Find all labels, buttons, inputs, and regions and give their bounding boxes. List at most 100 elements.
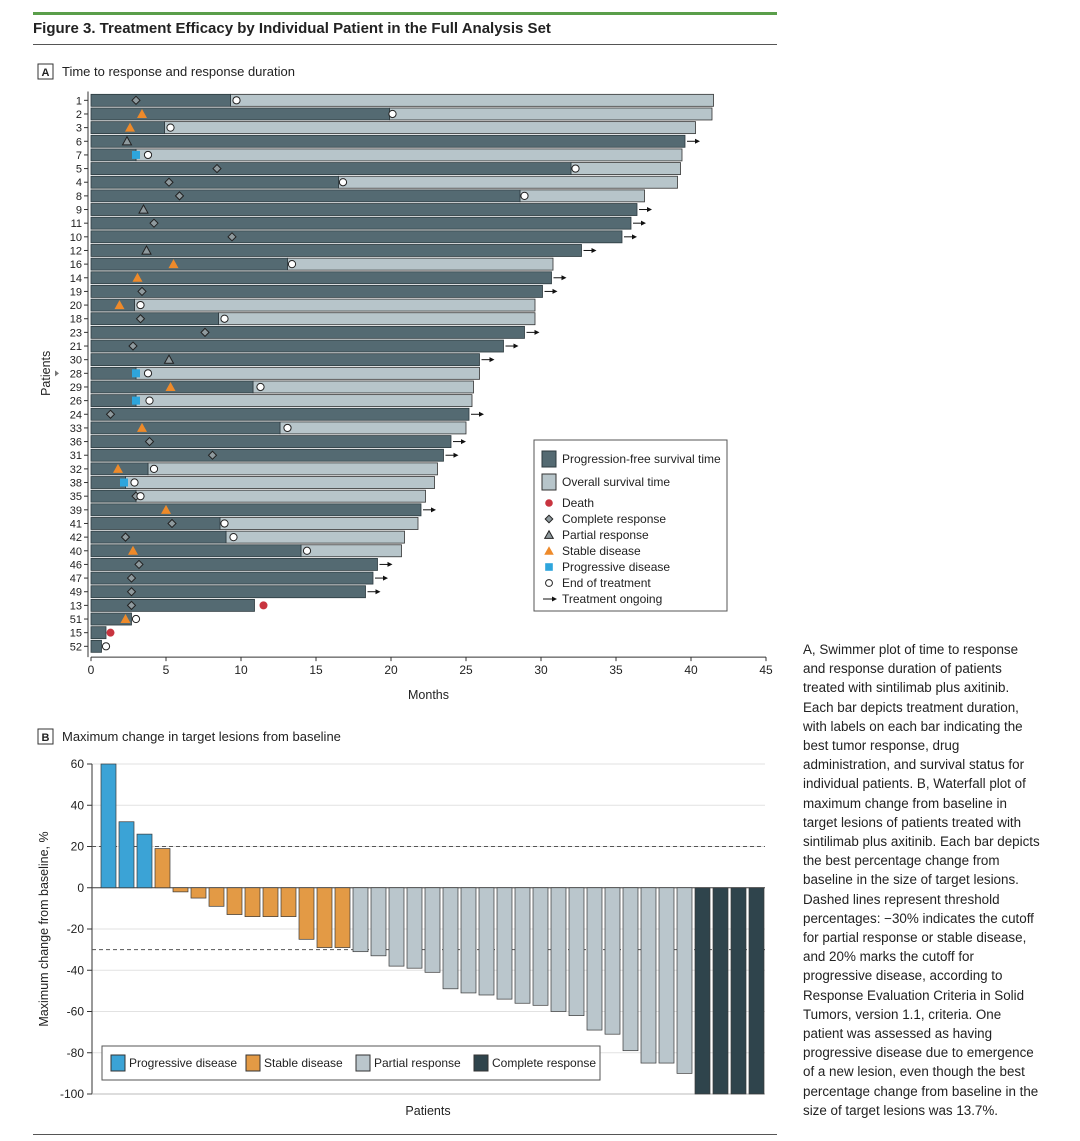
pfs-bar: [90, 244, 582, 257]
legend-label: Stable disease: [562, 544, 641, 558]
response-marker: [137, 108, 147, 118]
patient-id-label: 4: [76, 177, 82, 189]
patient-row: 26: [70, 394, 473, 408]
patient-row: 12: [70, 244, 597, 257]
pfs-bar: [90, 271, 552, 285]
patient-id-label: 19: [70, 286, 82, 298]
response-marker: [163, 354, 175, 364]
legend-os-swatch: [541, 473, 557, 491]
waterfall-bar: [298, 887, 315, 940]
y-tick-label: -80: [67, 1046, 85, 1060]
response-marker: [165, 381, 176, 391]
response-marker: [105, 409, 116, 419]
ongoing-arrow-icon: [647, 207, 652, 213]
legend-pr-swatch: [355, 1054, 371, 1072]
pfs-bar: [90, 517, 221, 530]
waterfall-bar: [586, 887, 603, 1031]
patient-row: 35: [70, 489, 426, 503]
response-marker: [207, 450, 218, 460]
panel-a-letter: A: [42, 67, 50, 79]
response-marker: [132, 150, 140, 159]
response-marker: [135, 314, 146, 324]
ongoing-arrow-icon: [431, 507, 436, 513]
ongoing-arrow-icon: [513, 343, 519, 349]
end-of-treatment-marker: [571, 164, 580, 173]
legend-label: Death: [562, 496, 594, 510]
x-tick-label: 45: [759, 663, 773, 677]
os-bar: [389, 107, 713, 121]
patient-id-label: 33: [70, 423, 82, 435]
response-marker: [168, 259, 179, 269]
patient-id-label: 13: [70, 600, 82, 612]
patient-id-label: 8: [76, 191, 82, 203]
legend-label: Overall survival time: [562, 475, 670, 489]
pfs-bar: [90, 544, 302, 558]
legend-pfs-swatch: [541, 450, 557, 468]
title-rule: [33, 44, 777, 45]
waterfall-bar: [172, 887, 189, 893]
waterfall-bar: [532, 887, 549, 1006]
ongoing-arrow-icon: [479, 411, 484, 417]
legend-label: Progressive disease: [129, 1056, 237, 1070]
response-marker: [113, 463, 123, 473]
response-marker: [120, 532, 131, 542]
waterfall-bar: [406, 887, 423, 969]
pfs-bar: [90, 162, 572, 175]
waterfall-bar: [622, 887, 639, 1052]
response-marker: [132, 396, 140, 405]
patient-row: 52: [70, 639, 111, 653]
legend-death-marker: [545, 499, 553, 507]
waterfall-bar: [514, 887, 531, 1004]
patient-row: 3: [76, 121, 696, 135]
patient-id-label: 38: [70, 478, 82, 490]
legend-label: Treatment ongoing: [562, 592, 662, 606]
patient-id-label: 16: [70, 259, 82, 271]
os-bar: [219, 517, 419, 530]
os-bar: [230, 93, 714, 107]
response-marker: [126, 573, 137, 583]
ongoing-arrow-icon: [489, 357, 495, 363]
patient-row: 15: [70, 626, 115, 640]
end-of-treatment-marker: [256, 382, 265, 392]
waterfall-bar: [316, 887, 333, 948]
end-of-treatment-marker: [338, 178, 348, 187]
end-of-treatment-marker: [232, 96, 241, 105]
response-marker: [121, 135, 133, 146]
panel-b-letter-box: [37, 728, 54, 745]
end-of-treatment-marker: [136, 492, 145, 501]
pfs-bar: [90, 312, 219, 326]
waterfall-legend: Progressive disease Stable disease Partial…: [101, 1045, 601, 1081]
os-bar: [218, 312, 536, 326]
pfs-bar: [90, 421, 281, 435]
pfs-bar: [90, 366, 137, 380]
patient-row: 38: [70, 476, 435, 490]
waterfall-bar: [496, 887, 513, 1000]
patient-row: 18: [70, 312, 536, 326]
os-bar: [134, 298, 536, 312]
swimmer-legend: Progression-free survival time Overall su…: [533, 439, 728, 612]
patient-row: 28: [70, 366, 480, 380]
patient-row: 47: [70, 571, 388, 585]
patient-row: 10: [70, 230, 637, 244]
y-axis-label: Patients: [39, 351, 53, 396]
waterfall-bar: [604, 887, 621, 1035]
patient-id-label: 21: [70, 341, 82, 353]
ongoing-arrow-icon: [695, 138, 700, 144]
pfs-bar: [90, 339, 504, 353]
end-of-treatment-marker: [388, 109, 397, 119]
x-axis-label: Patients: [405, 1104, 450, 1118]
y-tick-label: 40: [71, 798, 85, 812]
x-tick-label: 15: [309, 663, 323, 677]
end-of-treatment-marker: [143, 150, 153, 160]
legend-label: Complete response: [492, 1056, 596, 1070]
pfs-bar: [90, 325, 525, 339]
os-bar: [287, 257, 554, 271]
os-bar: [519, 189, 645, 203]
panel-b-letter: B: [42, 732, 50, 744]
patient-id-label: 2: [76, 109, 82, 121]
legend-sd-swatch: [245, 1054, 261, 1072]
response-marker: [164, 177, 174, 187]
response-marker: [161, 504, 171, 514]
response-marker: [128, 341, 138, 351]
patient-id-label: 47: [70, 573, 82, 585]
